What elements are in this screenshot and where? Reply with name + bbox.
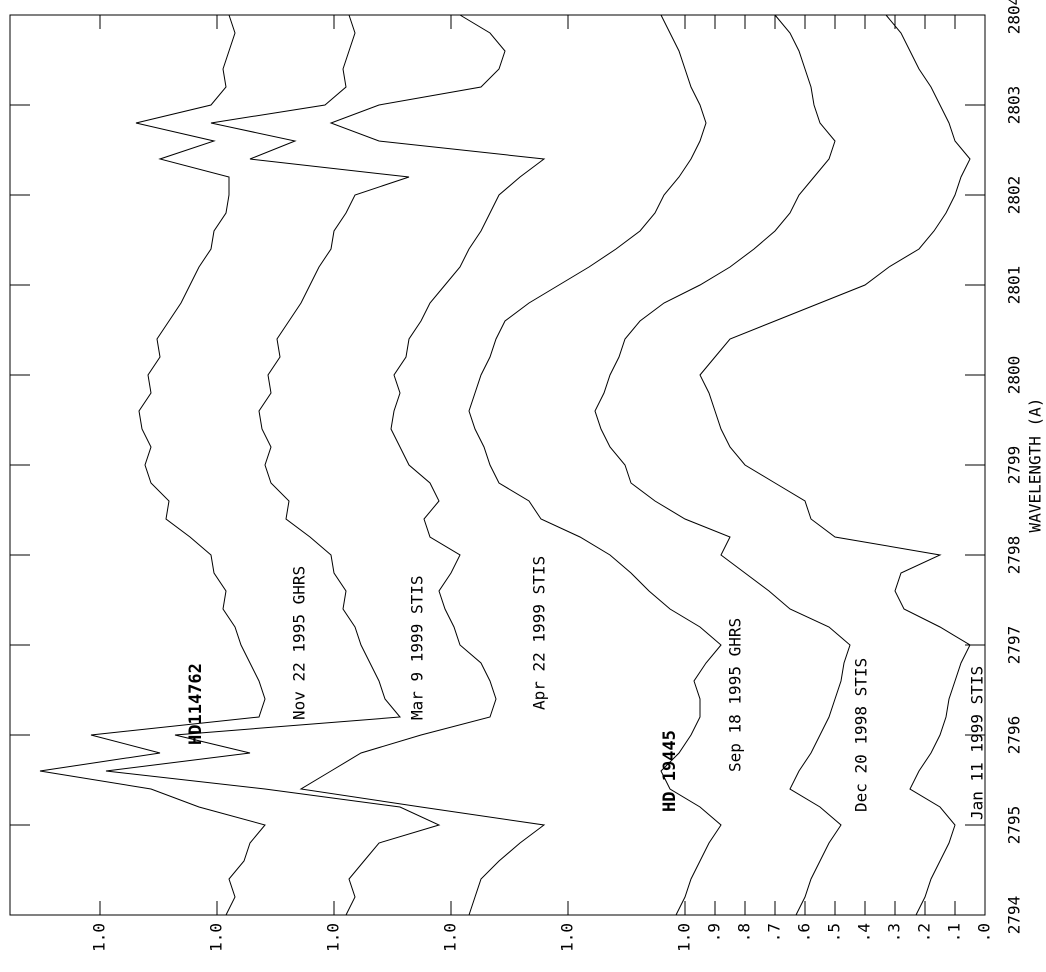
y-tick-label: .8 (735, 923, 754, 942)
y-tick-label: 1.0 (441, 923, 460, 952)
spectrum-line (594, 14, 851, 916)
y-tick-label: .4 (855, 923, 874, 942)
y-tick-label: 1.0 (207, 923, 226, 952)
series-label: Nov 22 1995 GHRS (290, 566, 309, 720)
series-label: Sep 18 1995 GHRS (726, 618, 745, 772)
x-tick-label: 2798 (1005, 536, 1024, 575)
series-label: Mar 9 1999 STIS (408, 576, 427, 721)
spectrum-line (39, 14, 266, 916)
x-tick-label: 2800 (1005, 356, 1024, 395)
series-label: Jan 11 1999 STIS (968, 666, 987, 820)
x-tick-label: 2802 (1005, 176, 1024, 215)
spectrum-line (699, 14, 971, 916)
spectrum-line (105, 14, 441, 916)
series-label: Apr 22 1999 STIS (530, 556, 549, 710)
x-tick-label: 2801 (1005, 266, 1024, 305)
x-tick-label: 2799 (1005, 446, 1024, 485)
y-tick-label: .9 (705, 923, 724, 942)
series-label: Dec 20 1998 STIS (852, 658, 871, 812)
y-tick-label: .5 (825, 923, 844, 942)
y-tick-label: 1.0 (324, 923, 343, 952)
star-label: HD 19445 (660, 730, 680, 812)
y-tick-label: 1.0 (90, 923, 109, 952)
x-tick-label: 2794 (1005, 896, 1024, 935)
y-tick-label: 1.0 (558, 923, 577, 952)
y-tick-label: .1 (945, 923, 964, 942)
x-tick-label: 2803 (1005, 86, 1024, 125)
spectrum-line (468, 14, 722, 916)
x-tick-label: 2797 (1005, 626, 1024, 665)
y-tick-label: .7 (765, 923, 784, 942)
y-tick-label: .6 (795, 923, 814, 942)
y-tick-label: .0 (975, 923, 994, 942)
x-tick-label: 2804 (1005, 0, 1024, 34)
y-tick-label: .2 (915, 923, 934, 942)
x-tick-label: 2795 (1005, 806, 1024, 845)
star-label: HD114762 (186, 663, 206, 745)
spectrum-line (299, 14, 546, 916)
x-axis-label: WAVELENGTH (A) (1026, 398, 1045, 533)
y-tick-label: 1.0 (675, 923, 694, 952)
x-tick-label: 2796 (1005, 716, 1024, 755)
y-tick-label: .3 (885, 923, 904, 942)
plot-frame (9, 14, 986, 916)
